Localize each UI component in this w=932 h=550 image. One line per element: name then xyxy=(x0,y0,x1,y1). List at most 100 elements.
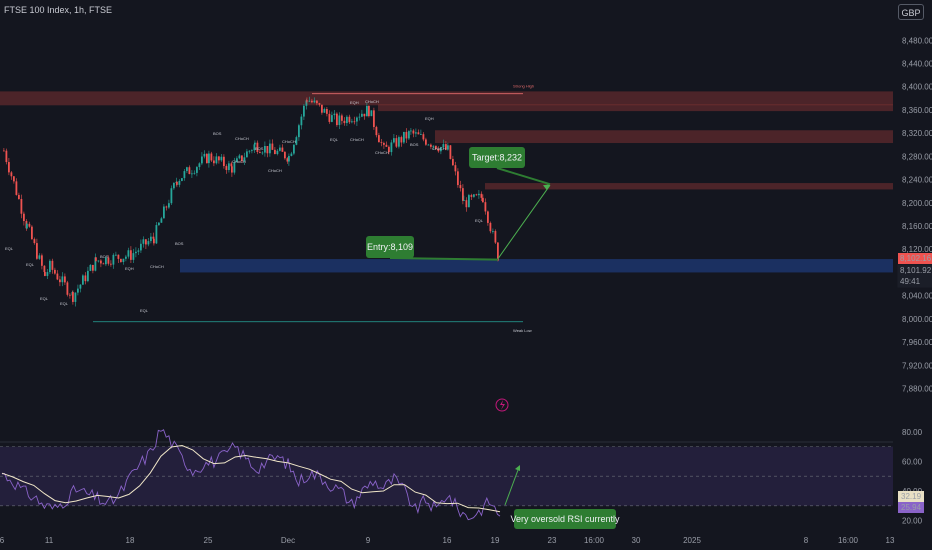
candle xyxy=(15,181,18,195)
candle xyxy=(193,172,196,174)
candle xyxy=(338,115,341,126)
candle xyxy=(422,134,425,140)
candle xyxy=(150,236,152,242)
candle xyxy=(105,257,107,265)
candle xyxy=(233,162,236,173)
candle xyxy=(373,110,375,127)
candle xyxy=(323,109,326,113)
entry-callout xyxy=(366,236,414,258)
entry-callout-text: Entry:8,109 xyxy=(367,242,413,252)
candle xyxy=(31,226,33,240)
candle xyxy=(254,142,256,145)
time-tick-label: 16:00 xyxy=(584,536,605,545)
candle xyxy=(405,131,408,139)
candle xyxy=(261,152,264,154)
candle xyxy=(196,167,198,173)
candle xyxy=(165,206,168,208)
rsi-value-bg xyxy=(898,502,924,513)
rsi-ma-line xyxy=(1,444,501,513)
candle xyxy=(155,225,158,244)
chart-title: FTSE 100 Index, 1h, FTSE xyxy=(4,5,113,15)
price-label-bg xyxy=(897,275,932,288)
candle xyxy=(368,105,370,117)
price-tick-label: 8,040.00 xyxy=(902,292,932,301)
candle xyxy=(380,142,383,144)
candle xyxy=(303,105,305,117)
candle xyxy=(36,243,38,259)
candle xyxy=(388,146,390,153)
price-label-bg xyxy=(898,253,932,264)
candle xyxy=(363,113,366,117)
candle xyxy=(457,171,459,186)
candle xyxy=(398,137,400,147)
candle xyxy=(336,113,338,126)
candle xyxy=(220,156,223,161)
candle xyxy=(378,135,380,143)
price-label: 8,101.92 xyxy=(900,266,932,275)
candle xyxy=(140,243,142,251)
candle xyxy=(112,254,115,265)
candle xyxy=(410,130,412,132)
candle xyxy=(206,153,208,164)
candle xyxy=(276,150,279,155)
candle xyxy=(225,166,228,171)
lightning-glyph xyxy=(500,400,505,410)
candle xyxy=(348,116,351,123)
candle xyxy=(173,182,175,189)
candle xyxy=(122,258,125,263)
candle xyxy=(449,145,452,159)
overlay-layer: Strong High Weak Low EQL EQL EQL EQH CHoCH BOS B… xyxy=(5,84,551,412)
candle xyxy=(158,222,160,226)
candle xyxy=(188,167,191,175)
candle xyxy=(132,253,135,260)
target-callout xyxy=(469,147,525,168)
candle xyxy=(430,144,432,147)
candle xyxy=(137,250,140,252)
candle xyxy=(64,276,66,283)
structure-label: EQH xyxy=(125,266,134,271)
candle xyxy=(478,193,480,196)
candle xyxy=(437,149,440,152)
candle xyxy=(271,143,274,150)
candle xyxy=(49,260,51,273)
time-tick-label: 30 xyxy=(632,536,641,545)
candle xyxy=(82,275,84,285)
candle xyxy=(326,109,328,114)
price-tick-label: 8,400.00 xyxy=(902,83,932,92)
candle xyxy=(259,152,261,153)
candle xyxy=(333,113,336,116)
candle xyxy=(56,273,59,280)
candle xyxy=(445,144,447,150)
candle xyxy=(102,263,105,265)
candle xyxy=(94,257,97,271)
candle xyxy=(117,254,120,259)
candle xyxy=(475,194,478,196)
candle xyxy=(236,158,238,163)
candle xyxy=(5,150,8,163)
rsi-arrowhead xyxy=(515,465,520,471)
candle xyxy=(115,254,117,256)
candle xyxy=(145,239,147,245)
rsi-line xyxy=(1,429,501,521)
currency-button[interactable]: GBP xyxy=(898,4,924,20)
structure-label: EQH xyxy=(350,100,359,105)
candle xyxy=(160,218,163,223)
rsi-value-label: 25.94 xyxy=(901,503,922,512)
candle xyxy=(77,288,79,293)
candle xyxy=(33,239,36,244)
candle xyxy=(454,165,457,172)
candle xyxy=(321,104,323,113)
candle xyxy=(300,116,303,126)
time-tick-label: 9 xyxy=(366,536,371,545)
candle xyxy=(186,167,188,172)
structure-label: EQL xyxy=(40,296,49,301)
candle xyxy=(92,264,94,271)
candle xyxy=(351,121,353,123)
candle xyxy=(492,231,494,232)
candle xyxy=(168,203,170,208)
price-tick-label: 8,120.00 xyxy=(902,245,932,254)
price-tick-label: 8,000.00 xyxy=(902,315,932,324)
candle xyxy=(341,115,343,121)
rsi-value-label: 32.19 xyxy=(901,492,922,501)
